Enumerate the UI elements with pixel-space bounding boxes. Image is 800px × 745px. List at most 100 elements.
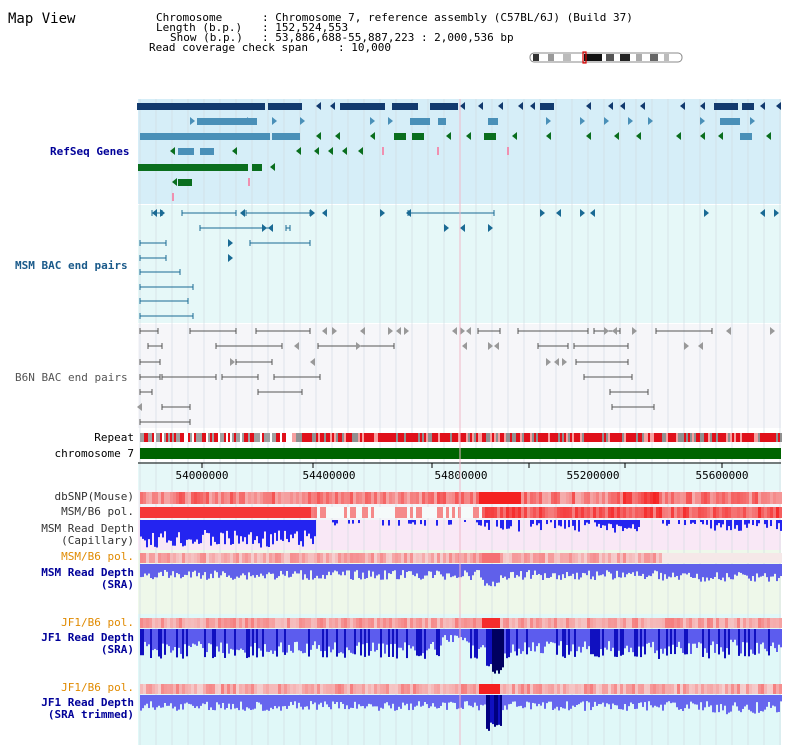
gene-arrow[interactable] bbox=[750, 117, 755, 125]
b6n-bac-track[interactable] bbox=[137, 327, 775, 425]
gene-arrow[interactable] bbox=[232, 147, 237, 155]
msm-bac-track[interactable] bbox=[139, 209, 779, 319]
jf1-b6-pol-track-1[interactable] bbox=[140, 618, 782, 628]
gene-arrow[interactable] bbox=[546, 132, 551, 140]
gene-arrow[interactable] bbox=[358, 147, 363, 155]
gene-block[interactable] bbox=[488, 118, 498, 125]
gene-arrow[interactable] bbox=[614, 132, 619, 140]
msm-b6-pol-track-1[interactable] bbox=[140, 507, 782, 518]
gene-block[interactable] bbox=[412, 133, 424, 140]
gene-block[interactable] bbox=[720, 118, 740, 125]
bac-end-marker[interactable] bbox=[262, 224, 267, 232]
gene-arrow[interactable] bbox=[586, 132, 591, 140]
gene-arrow[interactable] bbox=[466, 132, 471, 140]
gene-arrow[interactable] bbox=[270, 163, 275, 171]
gene-block[interactable] bbox=[140, 133, 270, 140]
gene-block[interactable] bbox=[138, 164, 248, 171]
bac-end-marker[interactable] bbox=[684, 342, 689, 350]
gene-arrow[interactable] bbox=[518, 102, 523, 110]
gene-arrow[interactable] bbox=[604, 117, 609, 125]
gene-arrow[interactable] bbox=[718, 132, 723, 140]
gene-arrow[interactable] bbox=[272, 117, 277, 125]
jf1-depth-trimmed-track[interactable] bbox=[140, 695, 782, 731]
bac-end-marker[interactable] bbox=[356, 342, 361, 350]
gene-arrow[interactable] bbox=[478, 102, 483, 110]
gene-block[interactable] bbox=[268, 103, 302, 110]
bac-end-marker[interactable] bbox=[488, 224, 493, 232]
jf1-b6-pol-track-2[interactable] bbox=[140, 684, 782, 694]
bac-end-marker[interactable] bbox=[562, 358, 567, 366]
bac-end-marker[interactable] bbox=[466, 327, 471, 335]
repeat-track[interactable] bbox=[140, 433, 782, 442]
bac-end-marker[interactable] bbox=[322, 209, 327, 217]
gene-arrow[interactable] bbox=[335, 132, 340, 140]
bac-end-marker[interactable] bbox=[294, 342, 299, 350]
msm-depth-capillary-track[interactable] bbox=[140, 520, 782, 548]
chromosome-ideogram[interactable] bbox=[529, 51, 683, 64]
bac-end-marker[interactable] bbox=[230, 358, 235, 366]
gene-arrow[interactable] bbox=[247, 117, 252, 125]
gene-arrow[interactable] bbox=[446, 132, 451, 140]
bac-end-marker[interactable] bbox=[460, 327, 465, 335]
bac-end-marker[interactable] bbox=[160, 209, 165, 217]
bac-end-marker[interactable] bbox=[396, 327, 401, 335]
gene-arrow[interactable] bbox=[628, 117, 633, 125]
bac-end-marker[interactable] bbox=[310, 209, 315, 217]
gene-block[interactable] bbox=[740, 133, 752, 140]
msm-depth-sra-track[interactable] bbox=[140, 564, 782, 587]
gene-arrow[interactable] bbox=[580, 117, 585, 125]
gene-block[interactable] bbox=[178, 179, 192, 186]
bac-end-marker[interactable] bbox=[770, 327, 775, 335]
gene-arrow[interactable] bbox=[330, 102, 335, 110]
gene-arrow[interactable] bbox=[530, 102, 535, 110]
gene-arrow[interactable] bbox=[648, 117, 653, 125]
gene-arrow[interactable] bbox=[370, 117, 375, 125]
bac-end-marker[interactable] bbox=[488, 342, 493, 350]
gene-arrow[interactable] bbox=[608, 102, 613, 110]
gene-block[interactable] bbox=[197, 118, 257, 125]
gene-arrow[interactable] bbox=[512, 132, 517, 140]
gene-arrow[interactable] bbox=[766, 132, 771, 140]
dbsnp-heat-track[interactable] bbox=[140, 492, 782, 504]
jf1-depth-sra-track[interactable] bbox=[140, 629, 782, 674]
bac-end-marker[interactable] bbox=[704, 209, 709, 217]
bac-end-marker[interactable] bbox=[404, 327, 409, 335]
bac-end-marker[interactable] bbox=[380, 209, 385, 217]
gene-arrow[interactable] bbox=[680, 102, 685, 110]
gene-arrow[interactable] bbox=[760, 102, 765, 110]
msm-b6-pol-track-2[interactable] bbox=[140, 553, 782, 563]
gene-arrow[interactable] bbox=[300, 117, 305, 125]
bac-end-marker[interactable] bbox=[580, 209, 585, 217]
gene-arrow[interactable] bbox=[316, 132, 321, 140]
bac-end-marker[interactable] bbox=[546, 358, 551, 366]
bac-end-marker[interactable] bbox=[310, 358, 315, 366]
bac-end-marker[interactable] bbox=[698, 342, 703, 350]
bac-end-marker[interactable] bbox=[604, 327, 609, 335]
gene-arrow[interactable] bbox=[700, 102, 705, 110]
gene-arrow[interactable] bbox=[498, 102, 503, 110]
gene-arrow[interactable] bbox=[640, 102, 645, 110]
bac-end-marker[interactable] bbox=[360, 327, 365, 335]
gene-block[interactable] bbox=[714, 103, 738, 110]
bac-end-marker[interactable] bbox=[460, 224, 465, 232]
bac-end-marker[interactable] bbox=[554, 358, 559, 366]
bac-end-marker[interactable] bbox=[556, 209, 561, 217]
bac-end-marker[interactable] bbox=[540, 209, 545, 217]
gene-block[interactable] bbox=[272, 133, 300, 140]
bac-end-marker[interactable] bbox=[152, 209, 157, 217]
gene-block[interactable] bbox=[742, 103, 754, 110]
gene-block[interactable] bbox=[252, 164, 262, 171]
gene-arrow[interactable] bbox=[700, 132, 705, 140]
gene-arrow[interactable] bbox=[314, 147, 319, 155]
gene-block[interactable] bbox=[484, 133, 496, 140]
bac-end-marker[interactable] bbox=[462, 342, 467, 350]
bac-end-marker[interactable] bbox=[632, 327, 637, 335]
bac-end-marker[interactable] bbox=[774, 209, 779, 217]
bac-end-marker[interactable] bbox=[726, 327, 731, 335]
bac-end-marker[interactable] bbox=[240, 209, 245, 217]
gene-arrow[interactable] bbox=[296, 147, 301, 155]
gene-block[interactable] bbox=[392, 103, 418, 110]
bac-end-marker[interactable] bbox=[494, 342, 499, 350]
gene-arrow[interactable] bbox=[172, 178, 177, 186]
